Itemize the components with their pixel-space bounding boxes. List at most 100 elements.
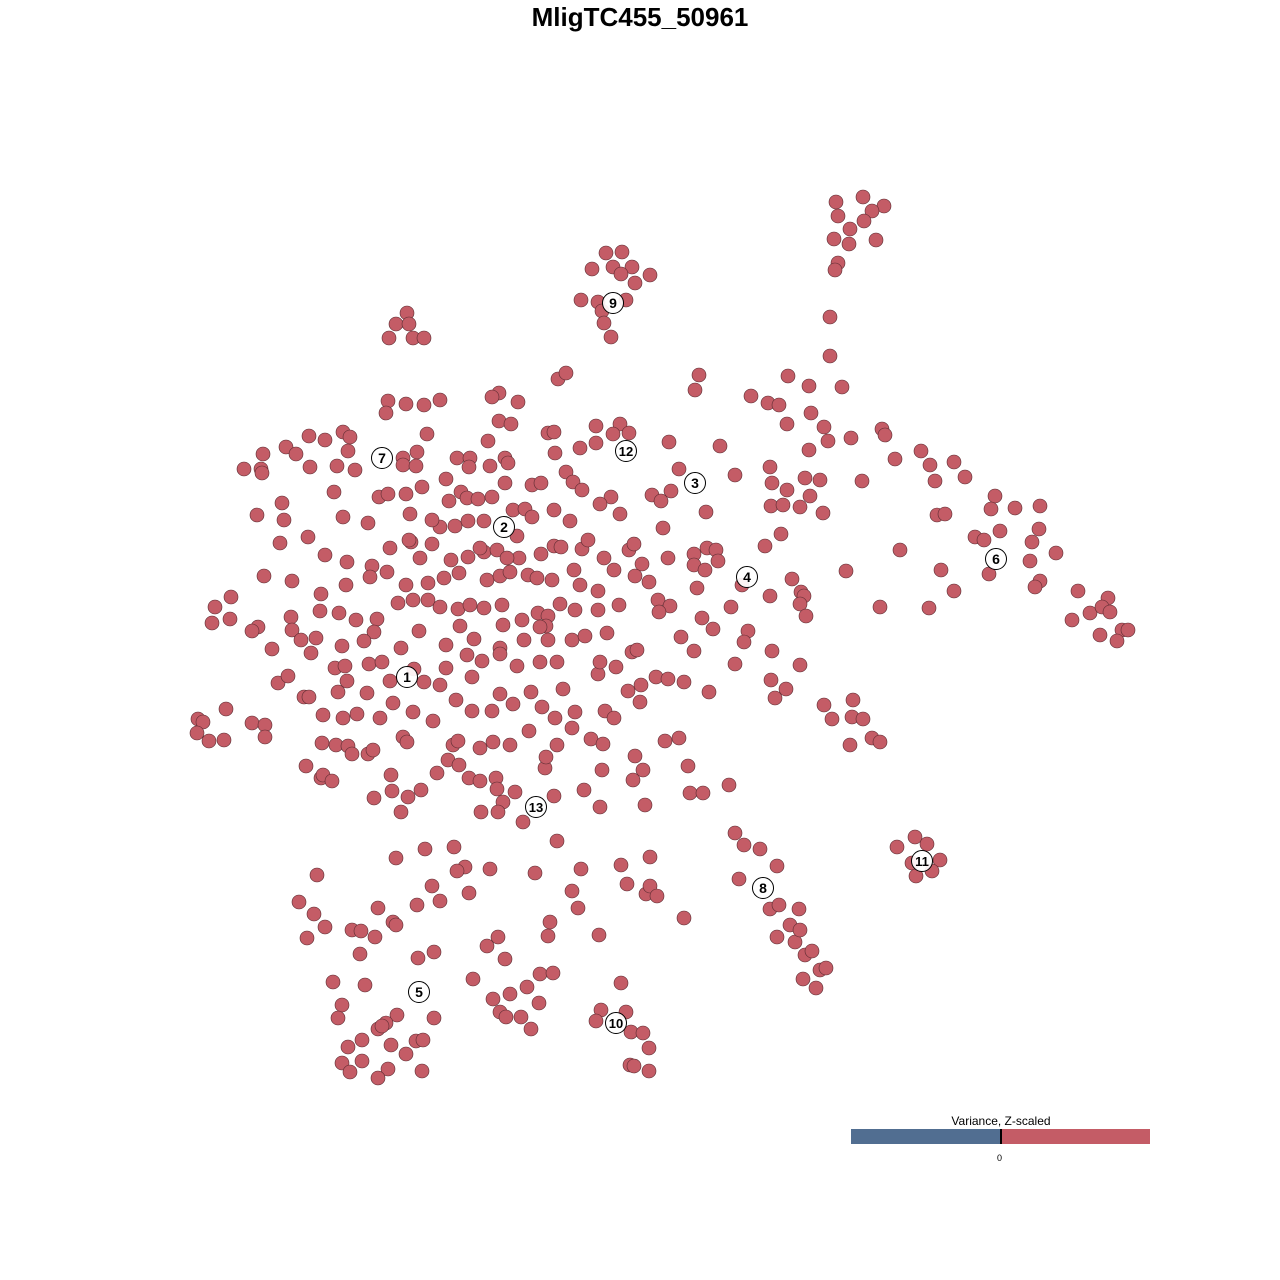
data-point <box>590 583 606 599</box>
data-point <box>642 267 658 283</box>
data-point <box>727 467 743 483</box>
data-point <box>438 637 454 653</box>
data-point <box>592 654 608 670</box>
data-point <box>663 483 679 499</box>
data-point <box>795 971 811 987</box>
data-point <box>937 506 953 522</box>
data-point <box>771 897 787 913</box>
data-point <box>792 922 808 938</box>
data-point <box>317 432 333 448</box>
data-point <box>361 656 377 672</box>
data-point <box>438 660 454 676</box>
data-point <box>335 509 351 525</box>
data-point <box>337 658 353 674</box>
cluster-label-circle <box>736 566 758 588</box>
data-point <box>309 867 325 883</box>
data-point <box>596 315 612 331</box>
data-point <box>592 496 608 512</box>
data-point <box>660 550 676 566</box>
data-point <box>657 733 673 749</box>
data-point <box>574 482 590 498</box>
cluster-label-11: 11 <box>911 850 933 872</box>
data-point <box>545 965 561 981</box>
legend-high-segment <box>1000 1129 1150 1144</box>
data-point <box>627 568 643 584</box>
data-point <box>401 316 417 332</box>
data-point <box>762 588 778 604</box>
data-point <box>452 618 468 634</box>
data-point <box>801 442 817 458</box>
data-point <box>413 782 429 798</box>
data-point <box>566 562 582 578</box>
data-point <box>596 550 612 566</box>
data-point <box>653 493 669 509</box>
cluster-label-text: 9 <box>609 295 617 311</box>
data-point <box>549 737 565 753</box>
legend-zero-tick <box>1000 1129 1002 1144</box>
cluster-label-2: 2 <box>493 516 515 538</box>
data-point <box>913 443 929 459</box>
data-point <box>326 484 342 500</box>
data-point <box>612 506 628 522</box>
data-point <box>864 203 880 219</box>
data-point <box>409 444 425 460</box>
data-point <box>532 619 548 635</box>
data-point <box>626 536 642 552</box>
data-point <box>216 732 232 748</box>
data-point <box>416 674 432 690</box>
data-point <box>827 262 843 278</box>
data-point <box>532 654 548 670</box>
data-point <box>635 1025 651 1041</box>
data-point <box>695 785 711 801</box>
data-point <box>1070 583 1086 599</box>
data-point <box>342 1064 358 1080</box>
data-point <box>632 694 648 710</box>
data-point <box>562 513 578 529</box>
data-point <box>489 781 505 797</box>
data-point <box>531 995 547 1011</box>
data-point <box>603 489 619 505</box>
data-point <box>354 1053 370 1069</box>
data-point <box>641 1040 657 1056</box>
data-point <box>580 532 596 548</box>
data-point <box>845 692 861 708</box>
data-point <box>595 736 611 752</box>
color-legend: Variance, Z-scaled 0 <box>851 1114 1150 1163</box>
data-point <box>484 703 500 719</box>
data-point <box>502 737 518 753</box>
data-point <box>792 657 808 673</box>
data-point <box>256 568 272 584</box>
data-point <box>415 1032 431 1048</box>
data-point <box>398 577 414 593</box>
data-point <box>370 1070 386 1086</box>
data-point <box>494 597 510 613</box>
data-point <box>946 583 962 599</box>
data-point <box>484 389 500 405</box>
data-point <box>673 629 689 645</box>
data-point <box>325 974 341 990</box>
data-point <box>529 570 545 586</box>
data-point <box>691 367 707 383</box>
data-point <box>348 612 364 628</box>
data-point <box>464 703 480 719</box>
data-point <box>540 928 556 944</box>
data-point <box>446 839 462 855</box>
data-point <box>661 434 677 450</box>
data-point <box>686 643 702 659</box>
data-point <box>388 917 404 933</box>
data-point <box>362 569 378 585</box>
data-point <box>577 628 593 644</box>
data-point <box>922 457 938 473</box>
data-point <box>771 397 787 413</box>
data-point <box>306 906 322 922</box>
data-point <box>500 455 516 471</box>
data-point <box>414 1063 430 1079</box>
data-point <box>907 829 923 845</box>
data-point <box>570 900 586 916</box>
data-point <box>424 536 440 552</box>
data-point <box>447 518 463 534</box>
data-point <box>519 979 535 995</box>
data-point <box>555 681 571 697</box>
data-point <box>676 910 692 926</box>
